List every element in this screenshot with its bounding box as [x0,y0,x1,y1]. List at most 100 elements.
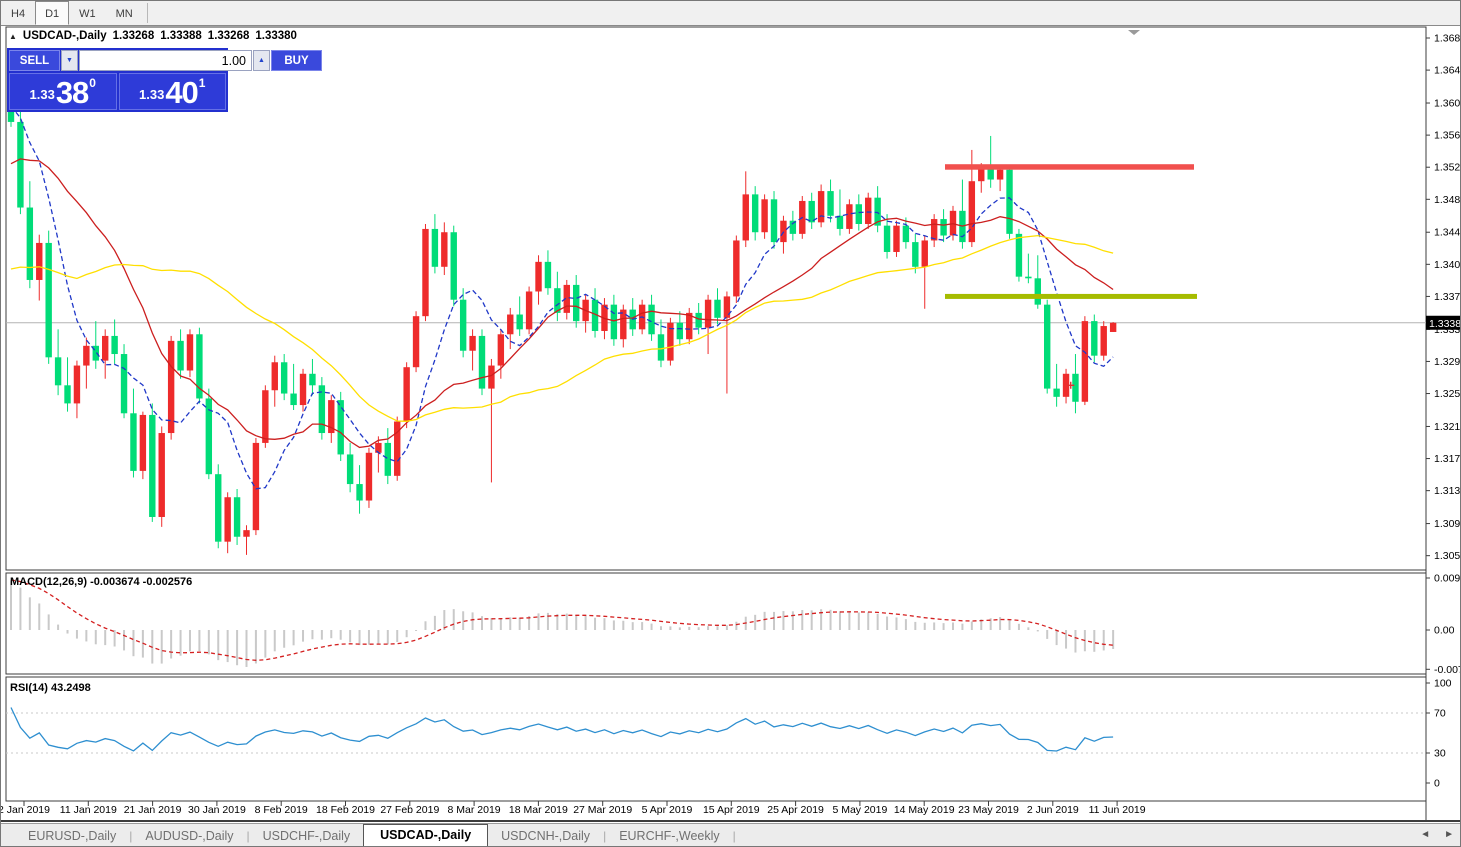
macd-histogram-bar [75,630,78,639]
support-line[interactable] [945,293,1197,299]
volume-input[interactable] [79,50,252,71]
candle-body [723,296,731,318]
candle [375,436,382,473]
sell-price-button[interactable]: 1.33 38 0 [9,73,117,110]
candle-body [403,367,410,422]
date-axis-label: 11 Jan 2019 [60,804,117,816]
collapse-panel-icon[interactable]: ▲ [9,31,17,41]
timeframe-tab-h4[interactable]: H4 [11,7,26,20]
macd-histogram-bar [1055,630,1058,646]
macd-histogram-bar [961,623,964,630]
candle [657,319,665,368]
timeframe-tab-w1[interactable]: W1 [79,7,96,20]
date-axis-label: 8 Feb 2019 [255,804,308,816]
volume-decrease-icon[interactable]: ▼ [61,50,78,71]
macd-pane [10,579,1115,667]
symbol-tab-usdcad[interactable]: USDCAD-,Daily [363,824,489,846]
date-axis-label: 14 May 2019 [894,804,955,816]
date-axis-label: 27 Mar 2019 [573,804,632,816]
candle-body [431,228,439,267]
candle [186,329,194,378]
symbol-tab-eurusd[interactable]: EURUSD-,Daily [28,829,117,843]
timeframe-tab-d1[interactable]: D1 [35,1,70,25]
candle-body [149,414,156,517]
candle [328,395,335,443]
resistance-line[interactable] [945,164,1194,170]
macd-histogram-bar [217,630,220,661]
candle [497,329,505,379]
candle [544,250,552,295]
candle-body [1062,373,1070,397]
macd-histogram-bar [697,627,700,630]
timeframe-toolbar: H4 D1 W1 MN [1,1,1460,26]
chart-shift-icon[interactable] [1128,30,1140,35]
candle-body [667,322,674,361]
macd-histogram-bar [923,622,926,630]
candle-body [912,242,919,267]
buy-button[interactable]: BUY [271,50,322,71]
tab-separator: | [246,829,250,843]
candle-body [827,191,834,216]
macd-histogram-bar [377,630,380,644]
symbol-tab-usdchf[interactable]: USDCHF-,Daily [262,829,351,843]
candle [139,411,147,480]
candle [64,357,71,412]
date-axis-label: 11 Jun 2019 [1089,804,1146,816]
candle [26,181,34,289]
sell-price-big: 38 [55,75,89,110]
candle-body [365,452,373,501]
symbol-tab-eurchf[interactable]: EURCHF-,Weekly [619,829,720,843]
price-axis-label: 1.31340 [1434,485,1461,497]
candle [865,192,872,229]
macd-histogram-bar [311,630,314,640]
one-click-trade-panel: SELL ▼ ▲ BUY 1.33 38 0 1.33 40 1 [7,48,322,112]
candle-body [459,299,467,351]
date-axis-label: 2 Jan 2019 [1,804,50,816]
candle-body [328,400,335,434]
candle-body [224,497,231,542]
symbol-tab-audusd[interactable]: AUDUSD-,Daily [145,829,234,843]
macd-histogram-bar [565,613,568,630]
price-axis-label: 1.34090 [1434,259,1461,271]
candle [83,337,90,389]
macd-histogram-bar [1046,630,1049,639]
candle [102,329,109,379]
candle [874,186,881,233]
macd-histogram-bar [725,625,728,630]
candle-body [516,314,523,330]
macd-histogram-bar [198,630,201,652]
candle-body [563,284,570,313]
symbol-title: USDCAD-,Daily [22,30,107,42]
tab-scroll-left-icon[interactable]: ◄ [1420,829,1431,840]
symbol-tab-usdcnh[interactable]: USDCNH-,Daily [501,829,591,843]
candle-body [1034,278,1041,305]
macd-histogram-bar [594,617,597,630]
price-axis-label: 1.31730 [1434,453,1461,465]
candle [573,275,580,328]
volume-increase-icon[interactable]: ▲ [253,50,270,71]
sell-button[interactable]: SELL [9,50,60,71]
macd-histogram-bar [160,630,163,664]
tab-scroll-right-icon[interactable]: ► [1444,829,1454,840]
candle [403,362,410,429]
candle [130,388,137,478]
candle-body [1015,233,1023,277]
candle-body [262,390,269,443]
candle [817,184,825,228]
candle-body [177,340,184,371]
candle [1006,166,1013,239]
buy-price-button[interactable]: 1.33 40 1 [118,73,226,110]
timeframe-tab-mn[interactable]: MN [115,7,133,20]
macd-histogram-bar [320,630,323,640]
macd-histogram-bar [415,630,418,631]
macd-histogram-bar [933,622,936,630]
candle-body [893,225,900,252]
candle-body [751,194,759,233]
macd-axis-label: 0.00 [1434,625,1455,637]
candle [836,189,844,236]
candle-body [930,219,938,241]
candle [346,442,354,493]
candle [120,344,128,419]
macd-histogram-bar [367,630,370,645]
